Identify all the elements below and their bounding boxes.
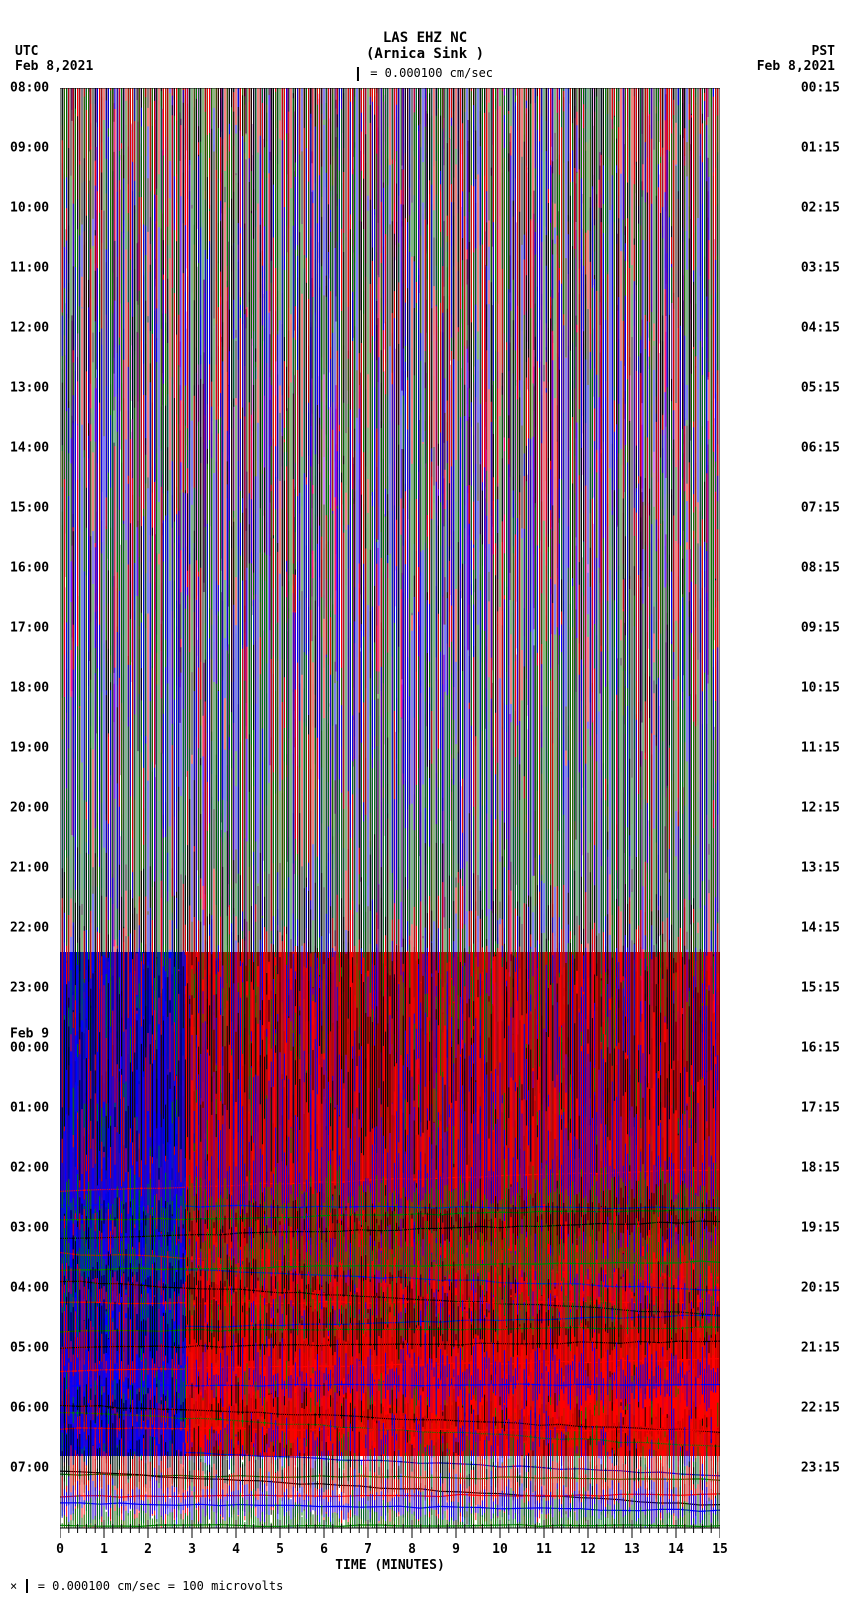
x-ticks [60,1528,720,1542]
helicorder-plot [60,88,720,1528]
scale-label: = 0.000100 cm/sec [370,66,493,80]
x-tick-label: 7 [364,1542,372,1557]
y-right-tick-label: 01:15 [801,141,840,156]
y-right-tick-label: 19:15 [801,1221,840,1236]
date-break-label: Feb 9 [10,1027,49,1042]
y-left-tick-label: 08:00 [10,81,49,96]
station-code: LAS EHZ NC [366,30,484,46]
tz-right-label: PST [757,44,835,59]
date-left-label: Feb 8,2021 [15,59,93,74]
y-left-tick-label: 12:00 [10,321,49,336]
y-right-tick-label: 16:15 [801,1041,840,1056]
y-right-tick-label: 05:15 [801,380,840,395]
y-right-tick-label: 17:15 [801,1100,840,1115]
x-tick-label: 2 [144,1542,152,1557]
y-left-tick-label: 19:00 [10,740,49,755]
x-tick-label: 9 [452,1542,460,1557]
y-left-tick-label: 11:00 [10,261,49,276]
y-right-tick-label: 13:15 [801,861,840,876]
x-tick-label: 4 [232,1542,240,1557]
y-left-tick-label: 02:00 [10,1161,49,1176]
y-left-tick-label: 17:00 [10,621,49,636]
y-right-tick-label: 21:15 [801,1341,840,1356]
y-right-tick-label: 07:15 [801,501,840,516]
x-tick-label: 5 [276,1542,284,1557]
y-left-tick-label: 15:00 [10,501,49,516]
y-left-tick-label: 13:00 [10,380,49,395]
y-right-tick-label: 06:15 [801,441,840,456]
scale-indicator: = 0.000100 cm/sec [357,66,493,81]
y-left-tick-label: 05:00 [10,1341,49,1356]
footer-text: = 0.000100 cm/sec = 100 microvolts [38,1579,284,1593]
y-left-tick-label: 16:00 [10,560,49,575]
timezone-left-block: UTC Feb 8,2021 [15,44,93,74]
y-left-tick-label: 14:00 [10,441,49,456]
y-left-tick-label: 23:00 [10,981,49,996]
timezone-right-block: PST Feb 8,2021 [757,44,835,74]
y-left-tick-label: 21:00 [10,861,49,876]
y-right-tick-label: 00:15 [801,81,840,96]
x-tick-label: 15 [712,1542,728,1557]
x-axis: TIME (MINUTES) 0123456789101112131415 [60,1528,720,1542]
x-tick-label: 11 [536,1542,552,1557]
y-right-tick-label: 12:15 [801,801,840,816]
y-right-tick-label: 20:15 [801,1280,840,1295]
y-left-tick-label: 06:00 [10,1401,49,1416]
y-right-tick-label: 08:15 [801,560,840,575]
x-tick-label: 13 [624,1542,640,1557]
y-right-tick-label: 22:15 [801,1401,840,1416]
x-tick-label: 10 [492,1542,508,1557]
y-right-tick-label: 15:15 [801,981,840,996]
y-right-tick-label: 23:15 [801,1460,840,1475]
x-axis-title: TIME (MINUTES) [335,1558,445,1573]
x-tick-label: 6 [320,1542,328,1557]
y-left-tick-label: 01:00 [10,1100,49,1115]
x-tick-label: 0 [56,1542,64,1557]
y-right-tick-label: 10:15 [801,681,840,696]
x-tick-label: 8 [408,1542,416,1557]
tz-left-label: UTC [15,44,93,59]
chart-title: LAS EHZ NC (Arnica Sink ) [366,30,484,62]
y-left-tick-label: 07:00 [10,1460,49,1475]
x-tick-label: 3 [188,1542,196,1557]
station-name: (Arnica Sink ) [366,46,484,62]
y-left-tick-label: 00:00 [10,1041,49,1056]
y-left-tick-label: 22:00 [10,920,49,935]
y-right-tick-label: 03:15 [801,261,840,276]
y-right-tick-label: 09:15 [801,621,840,636]
x-tick-label: 14 [668,1542,684,1557]
y-right-tick-label: 02:15 [801,200,840,215]
x-tick-label: 1 [100,1542,108,1557]
footer-prefix: × [10,1579,17,1593]
y-right-tick-label: 14:15 [801,920,840,935]
scale-bar-icon [357,67,359,81]
y-right-tick-label: 04:15 [801,321,840,336]
y-left-tick-label: 20:00 [10,801,49,816]
y-left-tick-label: 03:00 [10,1221,49,1236]
y-right-tick-label: 18:15 [801,1161,840,1176]
footer-scale: × = 0.000100 cm/sec = 100 microvolts [10,1579,283,1594]
y-left-tick-label: 09:00 [10,141,49,156]
y-left-tick-label: 18:00 [10,681,49,696]
y-left-tick-label: 04:00 [10,1280,49,1295]
footer-bar-icon [26,1579,28,1593]
date-right-label: Feb 8,2021 [757,59,835,74]
y-left-tick-label: 10:00 [10,200,49,215]
helicorder-svg [60,88,720,1528]
x-tick-label: 12 [580,1542,596,1557]
y-right-tick-label: 11:15 [801,740,840,755]
